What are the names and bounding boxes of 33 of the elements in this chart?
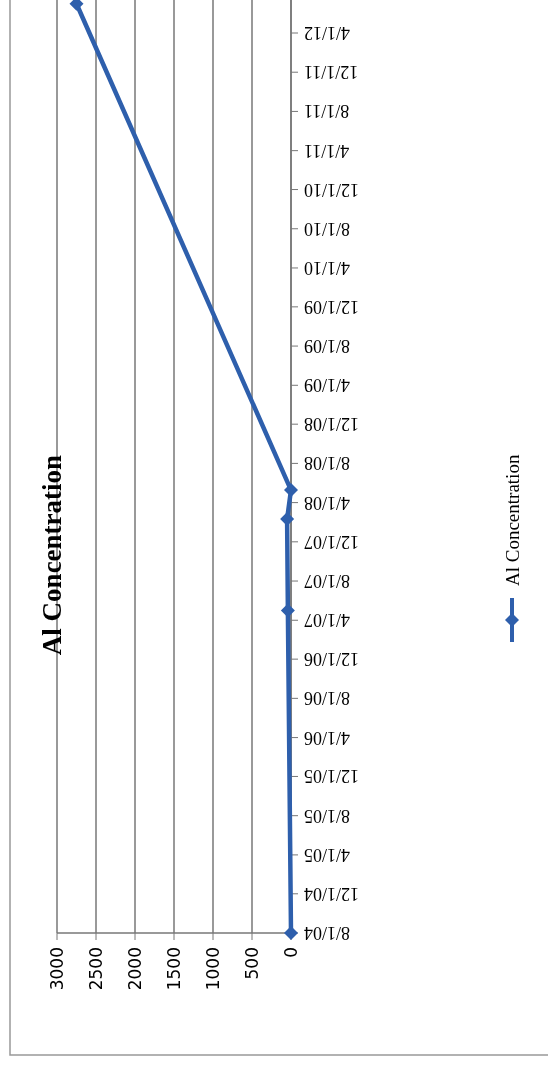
x-tick-label: 1500 bbox=[164, 947, 184, 991]
y-tick-label: 12/1/06 bbox=[304, 649, 360, 670]
y-tick-label: 4/1/10 bbox=[304, 257, 351, 278]
y-tick-label: 8/1/08 bbox=[304, 453, 351, 474]
y-tick-label: 4/1/05 bbox=[304, 844, 351, 865]
text: Al Concentration bbox=[37, 454, 67, 656]
y-tick-label: 8/1/10 bbox=[304, 218, 351, 239]
x-tick-label: 2000 bbox=[125, 947, 145, 991]
y-tick-label: 8/1/09 bbox=[304, 336, 351, 357]
y-tick-label: 4/1/08 bbox=[304, 492, 351, 513]
x-tick-label: 1000 bbox=[203, 947, 223, 991]
y-tick-label: 4/1/09 bbox=[304, 375, 351, 396]
y-tick-label: 4/1/06 bbox=[304, 727, 351, 748]
y-tick-label: 8/1/04 bbox=[304, 923, 351, 943]
x-tick-label: 500 bbox=[242, 947, 262, 980]
x-tick-label: 2500 bbox=[86, 947, 106, 991]
text: Al Concentration bbox=[501, 454, 523, 586]
y-tick-label: 12/1/11 bbox=[304, 62, 359, 83]
y-tick-label: 4/1/11 bbox=[304, 140, 350, 161]
y-tick-label: 8/1/06 bbox=[304, 688, 351, 709]
y-tick-label: 12/1/04 bbox=[304, 883, 360, 904]
y-tick-label: 12/1/07 bbox=[304, 531, 360, 552]
y-tick-label: 8/1/11 bbox=[304, 101, 350, 122]
y-tick-label: 8/1/07 bbox=[304, 571, 351, 592]
x-tick-label: 3000 bbox=[47, 947, 67, 991]
y-tick-label: 8/1/05 bbox=[304, 805, 351, 826]
y-tick-label: 4/1/07 bbox=[304, 610, 351, 631]
y-tick-label: 12/1/08 bbox=[304, 414, 360, 435]
y-tick-label: 12/1/09 bbox=[304, 296, 360, 317]
y-tick-label: 4/1/12 bbox=[304, 23, 351, 43]
y-tick-label: 12/1/05 bbox=[304, 766, 360, 787]
y-tick-label: 12/1/10 bbox=[304, 179, 360, 200]
x-tick-label: 0 bbox=[281, 947, 301, 958]
